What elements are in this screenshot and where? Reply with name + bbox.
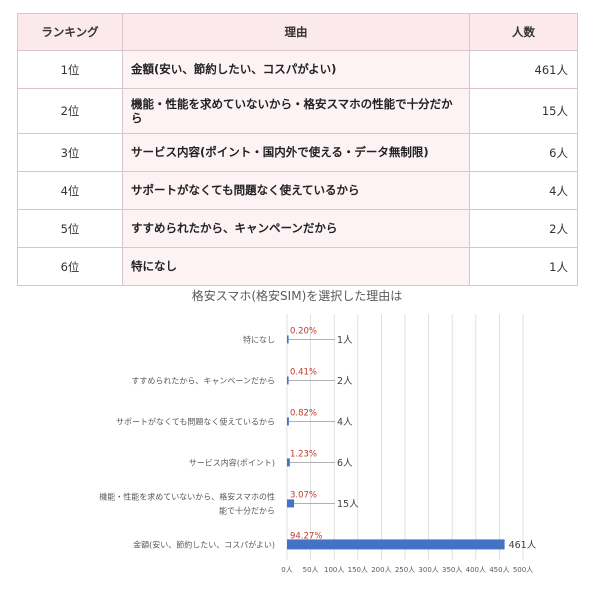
category-label: 特になし xyxy=(243,334,275,344)
x-tick-label: 250人 xyxy=(395,566,415,574)
category-label: サポートがなくても問題なく使えているから xyxy=(116,416,275,426)
count-cell: 461人 xyxy=(469,50,578,89)
header-ranking: ランキング xyxy=(17,13,123,51)
table-header-row: ランキング 理由 人数 xyxy=(17,13,578,51)
bar xyxy=(287,539,505,550)
reason-cell: 機能・性能を求めていないから・格安スマホの性能で十分だから xyxy=(122,88,470,134)
header-reason: 理由 xyxy=(122,13,470,51)
reason-cell: すすめられたから、キャンペーンだから xyxy=(122,209,470,248)
count-cell: 1人 xyxy=(469,247,578,286)
reason-cell: サービス内容(ポイント・国内外で使える・データ無制限) xyxy=(122,133,470,172)
reason-cell: サポートがなくても問題なく使えているから xyxy=(122,171,470,210)
category-label: 金額(安い、節約したい、コスパがよい) xyxy=(133,539,275,549)
x-tick-label: 200人 xyxy=(371,566,391,574)
chart-labels: 1人 0.20% 特になし 2人 0.41% すすめられたから、キャンペーンだから 4人 0.… xyxy=(99,326,536,551)
category-label: 機能・性能を求めていないから、格安スマホの性 xyxy=(99,491,275,501)
count-label: 461人 xyxy=(509,540,537,551)
percent-label: 0.82% xyxy=(290,408,317,418)
percent-label: 0.41% xyxy=(290,367,317,377)
count-label: 15人 xyxy=(337,499,359,510)
count-cell: 15人 xyxy=(469,88,578,134)
category-label: すすめられたから、キャンペーンだから xyxy=(131,376,275,385)
table-row: 3位 サービス内容(ポイント・国内外で使える・データ無制限) 6人 xyxy=(17,133,578,172)
rank-cell: 5位 xyxy=(17,209,123,248)
bar xyxy=(287,458,290,467)
table-row: 5位 すすめられたから、キャンペーンだから 2人 xyxy=(17,209,578,248)
x-tick-label: 300人 xyxy=(418,566,438,574)
percent-label: 1.23% xyxy=(290,449,317,459)
x-tick-label: 350人 xyxy=(442,566,462,574)
count-label: 2人 xyxy=(337,376,353,387)
count-label: 6人 xyxy=(337,458,353,469)
header-count: 人数 xyxy=(469,13,578,51)
x-tick-label: 500人 xyxy=(513,566,533,574)
x-tick-label: 150人 xyxy=(348,566,368,574)
bar xyxy=(287,499,295,508)
count-cell: 6人 xyxy=(469,133,578,172)
count-cell: 2人 xyxy=(469,209,578,248)
bar xyxy=(287,335,289,344)
ranking-table: ランキング 理由 人数 1位 金額(安い、節約したい、コスパがよい) 461人 … xyxy=(17,13,578,286)
rank-cell: 2位 xyxy=(17,88,123,134)
bar xyxy=(287,376,289,385)
count-label: 1人 xyxy=(337,335,353,346)
x-tick-label: 450人 xyxy=(489,566,509,574)
category-label: 能で十分だから xyxy=(219,505,275,515)
chart-gridlines xyxy=(286,314,524,560)
x-tick-label: 0人 xyxy=(281,566,292,574)
bar xyxy=(287,417,289,426)
chart-title: 格安スマホ(格安SIM)を選択した理由は xyxy=(192,288,403,303)
x-tick-label: 50人 xyxy=(303,566,319,574)
chart-bars xyxy=(287,335,505,550)
chart-x-ticks: 0人 50人 100人 150人 200人 250人 300人 350人 400人 450人 500… xyxy=(281,566,533,574)
percent-label: 0.20% xyxy=(290,326,317,336)
percent-label: 3.07% xyxy=(290,490,317,500)
reason-bar-chart: 格安スマホ(格安SIM)を選択した理由は 1人 0.20% 特になし 2人 0.41% す… xyxy=(99,288,536,574)
table-row: 2位 機能・性能を求めていないから・格安スマホの性能で十分だから 15人 xyxy=(17,88,578,134)
count-label: 4人 xyxy=(337,417,353,428)
table-row: 4位 サポートがなくても問題なく使えているから 4人 xyxy=(17,171,578,210)
percent-label: 94.27% xyxy=(290,531,322,541)
reason-cell: 金額(安い、節約したい、コスパがよい) xyxy=(122,50,470,89)
count-cell: 4人 xyxy=(469,171,578,210)
rank-cell: 3位 xyxy=(17,133,123,172)
x-tick-label: 100人 xyxy=(324,566,344,574)
x-tick-label: 400人 xyxy=(466,566,486,574)
rank-cell: 4位 xyxy=(17,171,123,210)
rank-cell: 1位 xyxy=(17,50,123,89)
table-row: 6位 特になし 1人 xyxy=(17,247,578,286)
table-row: 1位 金額(安い、節約したい、コスパがよい) 461人 xyxy=(17,50,578,89)
category-label: サービス内容(ポイント) xyxy=(189,457,275,467)
rank-cell: 6位 xyxy=(17,247,123,286)
